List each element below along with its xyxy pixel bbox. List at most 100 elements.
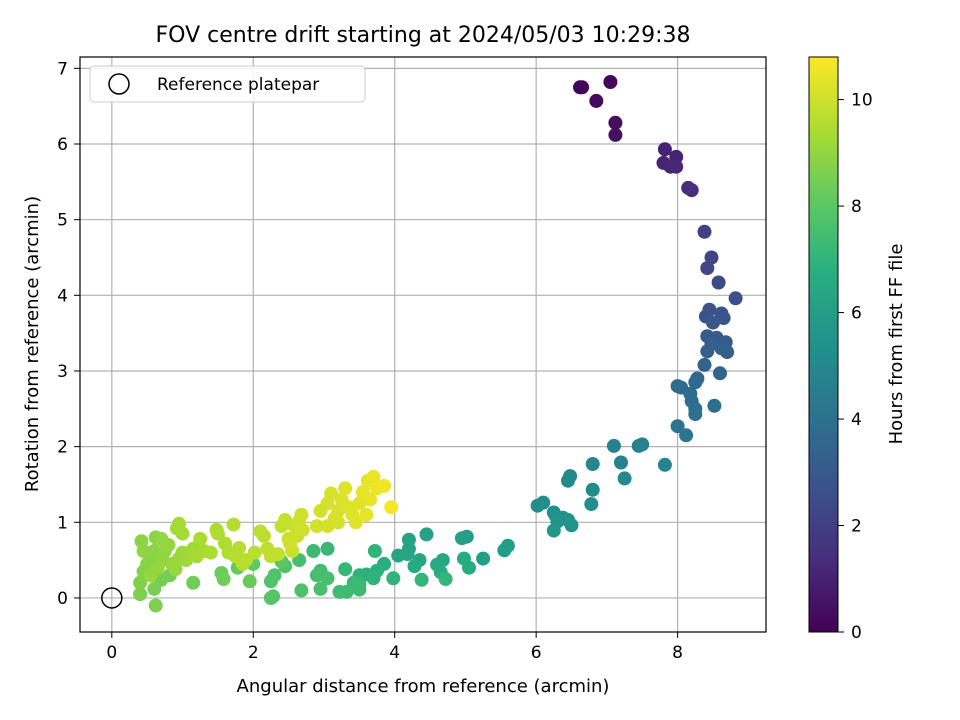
data-points — [133, 75, 743, 613]
data-point — [147, 581, 162, 596]
colorbar-tick-label: 2 — [851, 517, 862, 537]
data-point — [295, 522, 310, 537]
colorbar-tick-label: 4 — [851, 410, 862, 430]
data-point — [168, 562, 183, 577]
data-point — [657, 142, 672, 157]
data-point — [352, 582, 367, 597]
legend-entry-reference: Reference platepar — [157, 75, 319, 95]
data-point — [438, 572, 453, 586]
data-point — [216, 572, 231, 586]
x-tick-label: 4 — [389, 643, 400, 663]
data-point — [133, 575, 148, 590]
data-point — [226, 517, 241, 532]
data-point — [497, 543, 512, 558]
data-point — [688, 407, 703, 422]
data-point — [377, 479, 392, 493]
data-point — [363, 492, 377, 507]
data-point — [407, 559, 422, 574]
y-tick-label: 0 — [57, 589, 68, 609]
reference-point-marker — [101, 587, 123, 609]
data-point — [309, 519, 324, 534]
x-tick-label: 6 — [531, 643, 542, 663]
data-point — [338, 562, 353, 577]
data-point — [657, 457, 672, 472]
y-tick-label: 6 — [57, 135, 68, 155]
data-point — [150, 560, 165, 575]
legend-marker-icon — [108, 73, 130, 95]
data-point — [617, 471, 632, 486]
data-point — [564, 518, 579, 533]
data-point — [573, 80, 587, 95]
chart-title: FOV centre drift starting at 2024/05/03 … — [156, 23, 691, 48]
data-point — [608, 115, 623, 130]
data-point — [232, 541, 247, 555]
data-point — [366, 571, 381, 586]
data-point — [585, 457, 600, 471]
data-point — [366, 469, 381, 484]
data-point — [338, 481, 353, 496]
y-axis-label: Rotation from reference (arcmin) — [22, 196, 43, 492]
data-point — [242, 574, 257, 589]
data-point — [631, 438, 646, 453]
colorbar-tick-label: 8 — [851, 197, 862, 217]
data-point — [332, 584, 347, 599]
data-point — [720, 345, 735, 360]
y-tick-label: 2 — [57, 438, 68, 458]
data-point — [294, 583, 309, 598]
data-point — [384, 500, 399, 515]
data-point — [263, 591, 278, 605]
data-point — [476, 551, 491, 566]
data-point — [203, 545, 218, 560]
data-point — [359, 507, 374, 522]
colorbar-tick-label: 6 — [851, 304, 862, 324]
data-point — [367, 544, 382, 558]
data-point — [670, 419, 685, 434]
data-point — [331, 503, 346, 518]
data-point — [324, 486, 339, 501]
x-axis-label: Angular distance from reference (arcmin) — [237, 676, 610, 697]
data-point — [256, 528, 271, 543]
colorbar — [808, 56, 839, 633]
data-point — [294, 507, 309, 522]
data-point — [148, 598, 163, 613]
data-point — [608, 127, 623, 142]
data-point — [585, 482, 600, 497]
x-tick-label: 2 — [248, 643, 259, 663]
data-point — [606, 438, 621, 453]
data-point — [320, 541, 335, 556]
data-point — [530, 498, 545, 513]
data-point — [716, 311, 731, 325]
data-point — [728, 291, 743, 306]
data-point — [603, 75, 618, 89]
data-point — [697, 357, 712, 372]
data-point — [707, 398, 722, 413]
data-point — [193, 531, 208, 546]
data-point — [679, 428, 694, 443]
reference-marker-group — [101, 587, 123, 609]
data-point — [172, 516, 186, 531]
data-point — [320, 519, 335, 534]
data-point — [320, 571, 335, 586]
legend: Reference platepar — [89, 65, 366, 103]
data-point — [210, 526, 225, 541]
x-tick-label: 0 — [106, 643, 117, 663]
y-tick-label: 5 — [57, 211, 68, 231]
y-tick-label: 4 — [57, 286, 68, 306]
data-point — [684, 183, 699, 198]
data-point — [419, 527, 434, 542]
colorbar-label: Hours from first FF file — [886, 244, 907, 445]
data-point — [331, 515, 346, 530]
data-point — [414, 572, 429, 587]
colorbar-tick-label: 0 — [851, 623, 862, 643]
data-point — [133, 587, 148, 602]
data-point — [561, 473, 575, 488]
y-tick-label: 3 — [57, 362, 68, 382]
data-point — [154, 531, 169, 546]
colorbar-tick-label: 10 — [851, 91, 873, 111]
grid — [80, 57, 766, 632]
data-point — [546, 523, 561, 538]
y-tick-label: 7 — [57, 59, 68, 79]
data-point — [247, 545, 262, 560]
data-point — [313, 581, 328, 596]
